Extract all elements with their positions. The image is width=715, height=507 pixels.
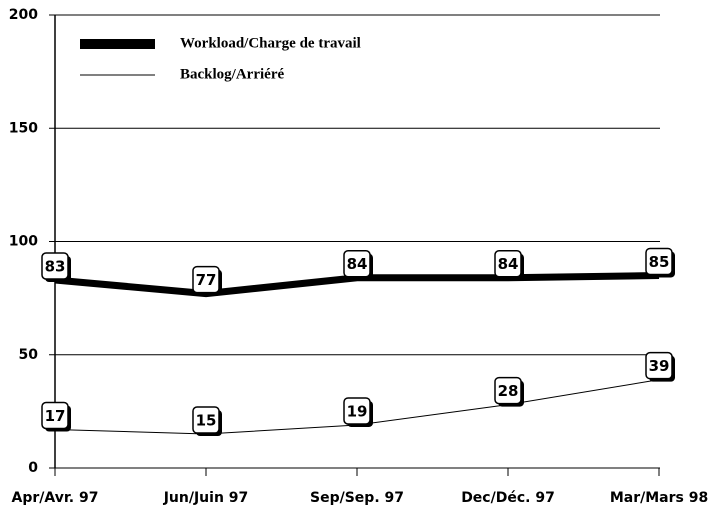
x-tick-label: Sep/Sep. 97	[310, 490, 404, 506]
y-tick-label: 50	[19, 347, 39, 363]
data-label-box	[343, 397, 371, 425]
data-label: 15	[196, 412, 217, 430]
y-tick-label: 0	[28, 460, 38, 476]
data-label-box	[41, 252, 69, 280]
data-label: 84	[347, 255, 368, 273]
data-label: 84	[498, 255, 519, 273]
data-label: 83	[45, 258, 66, 276]
data-label: 19	[347, 402, 368, 420]
x-tick-label: Apr/Avr. 97	[12, 490, 99, 506]
y-tick-label: 100	[9, 234, 38, 250]
data-label: 17	[45, 407, 66, 425]
data-label: 28	[498, 382, 519, 400]
x-tick-label: Dec/Déc. 97	[461, 490, 555, 506]
data-label-box	[41, 401, 69, 430]
data-label-box	[343, 249, 371, 278]
x-tick-label: Mar/Mars 98	[610, 490, 708, 506]
data-label-box	[192, 265, 220, 294]
data-label-box	[645, 351, 673, 380]
data-label-box	[494, 376, 522, 405]
x-tick-label: Jun/Juin 97	[163, 490, 249, 506]
data-label-box	[192, 406, 220, 434]
data-label-box	[494, 249, 522, 278]
legend-label: Workload/Charge de travail	[180, 35, 361, 51]
data-label-box	[645, 247, 673, 276]
y-tick-label: 200	[9, 7, 38, 23]
y-tick-label: 150	[9, 120, 38, 136]
data-label: 39	[649, 357, 670, 375]
data-label: 77	[196, 271, 217, 289]
data-label: 85	[649, 253, 670, 271]
legend-label: Backlog/Arriéré	[180, 66, 284, 82]
